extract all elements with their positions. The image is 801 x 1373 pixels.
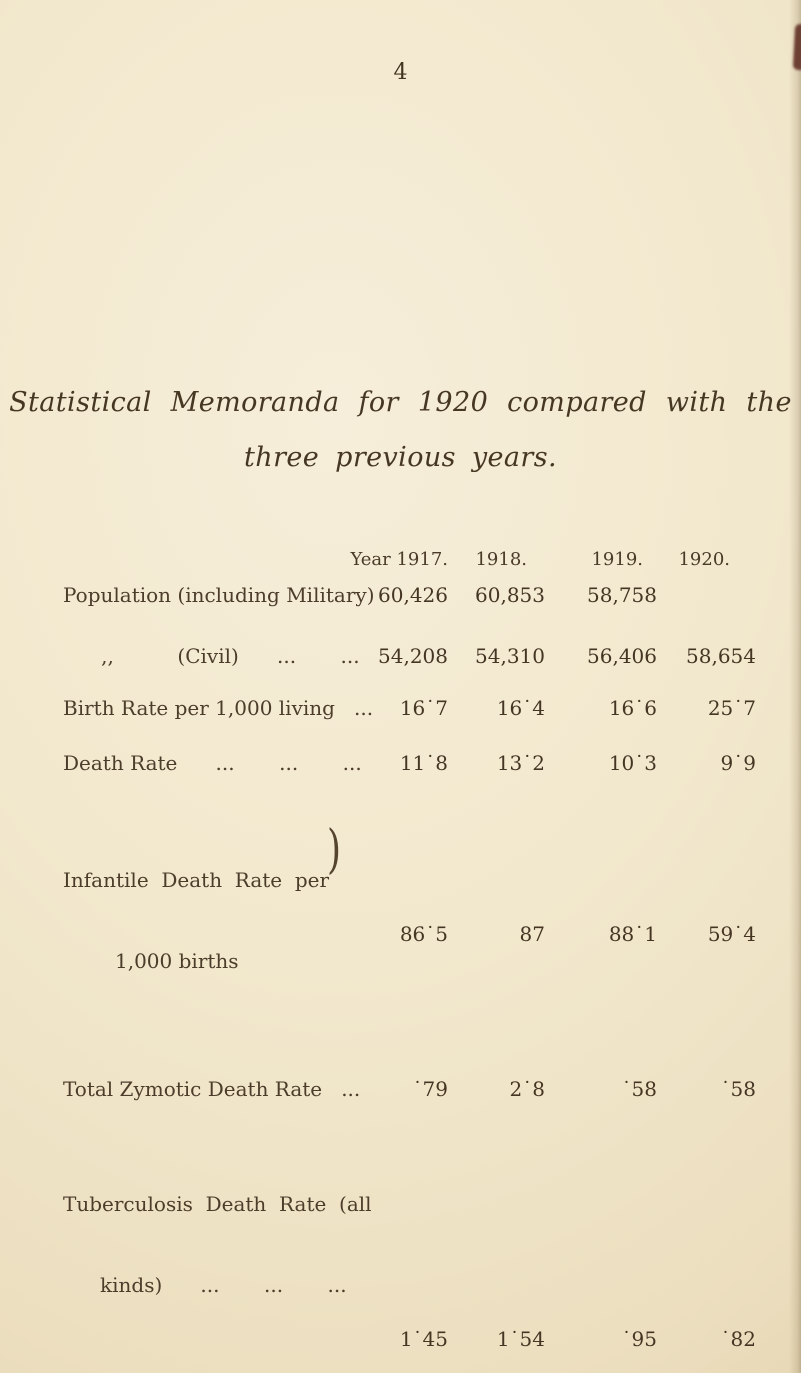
column-header-1918: 1918. bbox=[475, 549, 527, 570]
infantile-death-rate-1918: 87 bbox=[519, 922, 545, 946]
infantile-label-line2: 1,000 births bbox=[115, 949, 239, 973]
tuberculosis-death-rate-1920: ˙82 bbox=[720, 1327, 756, 1351]
document-title-line1: Statistical Memoranda for 1920 compared … bbox=[9, 387, 792, 418]
population-civil-1920: 58,654 bbox=[686, 644, 756, 668]
table-row-population-military: Population (including Military) 60,426 6… bbox=[63, 582, 756, 609]
table-header-row: Year 1917. 1918. 1919. 1920. bbox=[63, 548, 756, 572]
table-row-birth-rate: Birth Rate per 1,000 living ... 16˙7 16˙… bbox=[63, 695, 756, 722]
birth-rate-1920: 25˙7 bbox=[707, 696, 756, 720]
death-rate-1917: 11˙8 bbox=[399, 751, 448, 775]
population-civil-1919: 56,406 bbox=[587, 644, 657, 668]
document-title-line2: three previous years. bbox=[244, 442, 557, 473]
infantile-death-rate-1919: 88˙1 bbox=[608, 922, 657, 946]
death-rate-1919: 10˙3 bbox=[608, 751, 657, 775]
population-military-1919: 58,758 bbox=[587, 583, 657, 607]
zymotic-death-rate-1918: 2˙8 bbox=[509, 1077, 545, 1101]
label-brace-icon: ) bbox=[327, 820, 342, 881]
row-label-population-military: Population (including Military) bbox=[63, 583, 375, 607]
infantile-death-rate-1917: 86˙5 bbox=[399, 922, 448, 946]
population-civil-1917: 54,208 bbox=[378, 644, 448, 668]
column-header-1917: Year 1917. bbox=[350, 549, 448, 570]
table-row-population-civil: ,, (Civil) ... ... 54,208 54,310 56,406 … bbox=[63, 643, 756, 670]
page-number: 4 bbox=[393, 60, 408, 85]
page-edge-shadow bbox=[789, 0, 801, 1373]
row-label-birth-rate: Birth Rate per 1,000 living ... bbox=[63, 696, 374, 720]
table-row-tuberculosis-death-rate: Tuberculosis Death Rate (all kinds) ... … bbox=[63, 1137, 756, 1353]
row-label-zymotic-death-rate: Total Zymotic Death Rate ... bbox=[63, 1077, 361, 1101]
tuberculosis-death-rate-1919: ˙95 bbox=[621, 1327, 657, 1351]
column-header-1920: 1920. bbox=[678, 549, 730, 570]
death-rate-1920: 9˙9 bbox=[720, 751, 756, 775]
header-spacer bbox=[63, 548, 388, 572]
birth-rate-1918: 16˙4 bbox=[496, 696, 545, 720]
zymotic-death-rate-1920: ˙58 bbox=[720, 1077, 756, 1101]
birth-rate-1917: 16˙7 bbox=[399, 696, 448, 720]
tuberculosis-label-line2: kinds) ... ... ... bbox=[100, 1273, 347, 1297]
tuberculosis-death-rate-1917: 1˙45 bbox=[399, 1327, 448, 1351]
row-label-tuberculosis-death-rate: Tuberculosis Death Rate (all kinds) ... … bbox=[63, 1137, 388, 1353]
population-military-1920 bbox=[657, 582, 756, 609]
table-row-infantile-death-rate: Infantile Death Rate per 1,000 births ) … bbox=[63, 813, 756, 1056]
row-label-population-civil: ,, (Civil) ... ... bbox=[63, 644, 360, 668]
row-label-infantile-death-rate: Infantile Death Rate per 1,000 births ) bbox=[63, 813, 388, 1056]
table-row-death-rate: Death Rate ... ... ... 11˙8 13˙2 10˙3 9˙… bbox=[63, 750, 756, 777]
death-rate-1918: 13˙2 bbox=[496, 751, 545, 775]
column-header-1919: 1919. bbox=[591, 549, 643, 570]
tuberculosis-label-line1: Tuberculosis Death Rate (all bbox=[63, 1192, 372, 1216]
population-civil-1918: 54,310 bbox=[475, 644, 545, 668]
birth-rate-1919: 16˙6 bbox=[608, 696, 657, 720]
infantile-label-line1: Infantile Death Rate per bbox=[63, 868, 330, 892]
population-military-1917: 60,426 bbox=[378, 583, 448, 607]
zymotic-death-rate-1917: ˙79 bbox=[412, 1077, 448, 1101]
book-cover-edge-mark bbox=[792, 23, 801, 71]
row-label-death-rate: Death Rate ... ... ... bbox=[63, 751, 362, 775]
tuberculosis-death-rate-1918: 1˙54 bbox=[496, 1327, 545, 1351]
population-military-1918: 60,853 bbox=[475, 583, 545, 607]
infantile-death-rate-1920: 59˙4 bbox=[707, 922, 756, 946]
table-row-zymotic-death-rate: Total Zymotic Death Rate ... ˙79 2˙8 ˙58… bbox=[63, 1076, 756, 1103]
zymotic-death-rate-1919: ˙58 bbox=[621, 1077, 657, 1101]
statistics-table: Year 1917. 1918. 1919. 1920. Population … bbox=[63, 548, 756, 1353]
